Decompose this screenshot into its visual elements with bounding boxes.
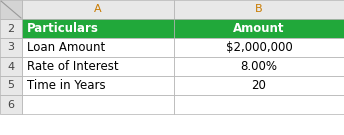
Bar <box>22 38 174 57</box>
Bar <box>0 57 22 76</box>
Text: Amount: Amount <box>233 22 285 35</box>
Bar <box>174 0 344 19</box>
Text: 2: 2 <box>8 23 14 33</box>
Text: 20: 20 <box>251 79 267 92</box>
Bar <box>174 76 344 95</box>
Bar <box>0 0 22 19</box>
Bar <box>22 76 174 95</box>
Bar <box>22 57 174 76</box>
Bar <box>0 95 22 114</box>
Text: Loan Amount: Loan Amount <box>27 41 105 54</box>
Bar <box>174 57 344 76</box>
Text: 4: 4 <box>8 62 14 72</box>
Bar <box>174 19 344 38</box>
Bar <box>0 38 22 57</box>
Text: Particulars: Particulars <box>27 22 99 35</box>
Bar <box>22 19 174 38</box>
Text: Rate of Interest: Rate of Interest <box>27 60 119 73</box>
Bar <box>0 19 22 38</box>
Text: A: A <box>94 4 102 14</box>
Text: $2,000,000: $2,000,000 <box>226 41 292 54</box>
Text: 6: 6 <box>8 99 14 109</box>
Bar <box>174 38 344 57</box>
Bar <box>0 76 22 95</box>
Text: Time in Years: Time in Years <box>27 79 106 92</box>
Bar <box>22 0 174 19</box>
Text: 5: 5 <box>8 80 14 90</box>
Text: 3: 3 <box>8 43 14 53</box>
Text: B: B <box>255 4 263 14</box>
Text: 8.00%: 8.00% <box>240 60 278 73</box>
Bar <box>22 95 174 114</box>
Bar <box>174 95 344 114</box>
